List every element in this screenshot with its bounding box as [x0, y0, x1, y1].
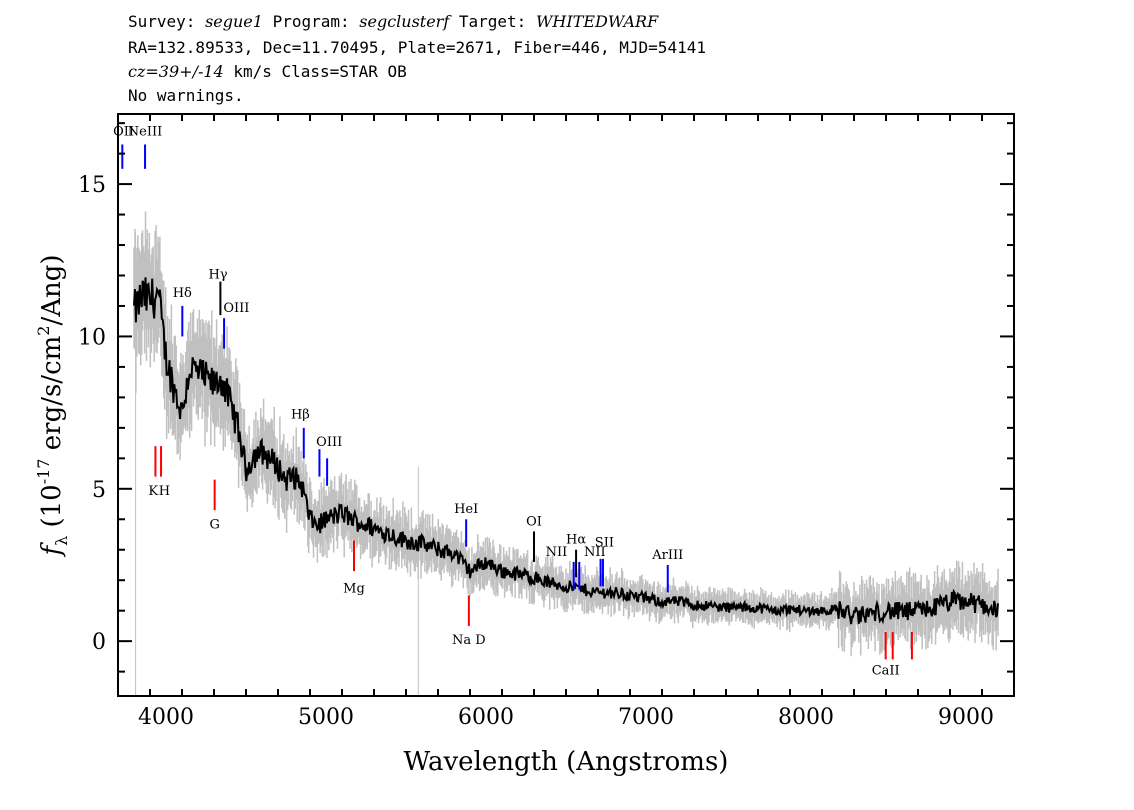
spectral-line-label: NII — [584, 545, 606, 560]
spectral-line-label: Hβ — [291, 408, 310, 423]
axis-ticks: 4000 5000 6000 7000 8000 9000 0 5 10 15 — [78, 114, 1015, 730]
spectral-line-label: K — [148, 484, 158, 499]
spectral-line-label: OIII — [223, 301, 249, 316]
flux-line — [133, 277, 999, 625]
spectral-line-label: ArIII — [651, 548, 683, 563]
x-tick-label: 7000 — [618, 705, 674, 730]
spectral-line-label: NII — [546, 545, 568, 560]
spectral-line-label: CaII — [872, 664, 900, 679]
target-label: Target: — [449, 12, 536, 31]
flux-series — [133, 277, 999, 625]
spectral-line-label: Hγ — [208, 268, 227, 283]
spectral-line-label: OI — [526, 514, 542, 529]
header-line-2: RA=132.89533, Dec=11.70495, Plate=2671, … — [128, 38, 706, 57]
spectral-line-label: H — [159, 484, 170, 499]
target-value: WHITEDWARF — [535, 12, 659, 31]
x-tick-label: 9000 — [938, 705, 994, 730]
spectral-line-label: Na D — [452, 633, 486, 648]
spectral-line-label: Mg — [343, 581, 365, 596]
header-line-3: cz=39+/-14 km/s Class=STAR OB — [128, 62, 407, 82]
spectral-line-markers: OIINeIIIHδHγOIIIHβOIIIHeIOINIIHαNIISIIAr… — [113, 124, 913, 679]
spectral-line-label: Hδ — [173, 286, 192, 301]
x-axis-label: Wavelength (Angstroms) — [404, 747, 729, 777]
spectral-line-label: SII — [595, 536, 614, 551]
x-tick-label: 8000 — [778, 705, 834, 730]
spectral-line-label: HeI — [454, 502, 478, 517]
y-axis-label: fλ (10-17 erg/s/cm2/Ang) — [34, 254, 71, 557]
y-label-exp1: -17 — [34, 459, 53, 485]
y-label-a: (10 — [37, 484, 67, 536]
y-label-sub: λ — [52, 536, 71, 546]
x-tick-label: 4000 — [138, 705, 194, 730]
survey-label: Survey: — [128, 12, 206, 31]
y-tick-label: 5 — [92, 478, 106, 503]
y-tick-label: 10 — [78, 325, 106, 350]
class-text: km/s Class=STAR OB — [223, 62, 407, 81]
spectral-line-label: Hα — [566, 533, 586, 548]
program-label: Program: — [262, 12, 360, 31]
redshift-value: cz=39+/-14 — [128, 62, 224, 81]
survey-value: segue1 — [205, 12, 263, 31]
header-line-4: No warnings. — [128, 86, 244, 105]
y-tick-label: 15 — [78, 173, 106, 198]
x-tick-label: 6000 — [458, 705, 514, 730]
spectral-line-label: NeIII — [128, 124, 162, 139]
spectral-line-label: OIII — [316, 435, 342, 450]
y-label-exp2: 2 — [34, 326, 53, 336]
y-tick-label: 0 — [92, 630, 106, 655]
y-label-b: erg/s/cm — [37, 336, 67, 459]
y-label-c: /Ang) — [37, 254, 67, 325]
header-line-1: Survey: segue1 Program: segclusterf Targ… — [128, 12, 658, 32]
spectral-line-label: G — [209, 517, 219, 532]
program-value: segclusterf — [359, 12, 450, 31]
x-tick-label: 5000 — [298, 705, 354, 730]
